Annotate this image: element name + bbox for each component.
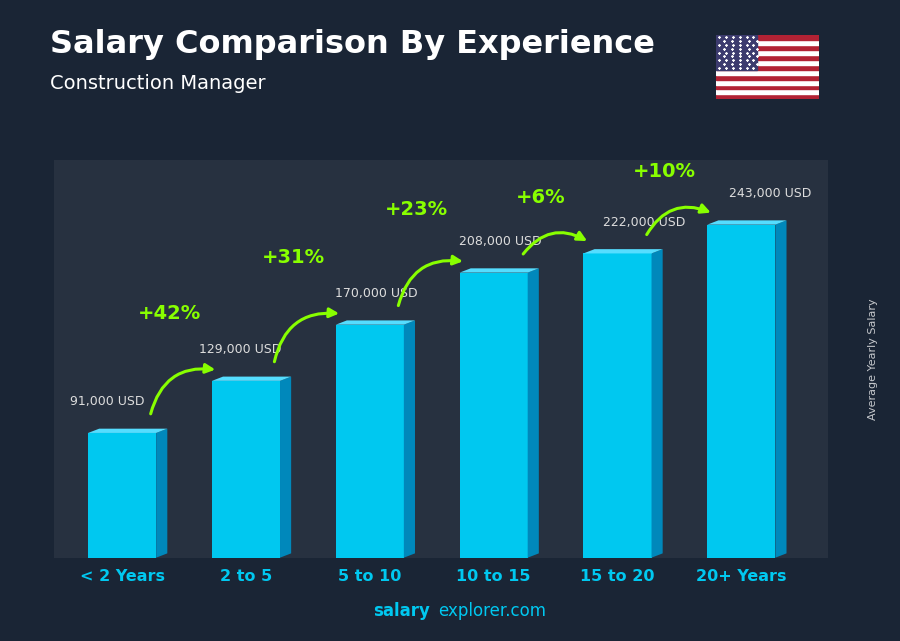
Polygon shape <box>280 377 292 558</box>
FancyArrowPatch shape <box>274 309 336 362</box>
Polygon shape <box>460 269 539 272</box>
Text: +31%: +31% <box>261 248 325 267</box>
FancyArrowPatch shape <box>150 365 212 414</box>
Polygon shape <box>88 429 167 433</box>
Bar <box>716 75 819 79</box>
Text: +6%: +6% <box>516 188 565 207</box>
Polygon shape <box>212 381 280 558</box>
FancyArrowPatch shape <box>523 232 584 254</box>
FancyArrowPatch shape <box>399 256 460 306</box>
Text: 170,000 USD: 170,000 USD <box>335 287 418 300</box>
Polygon shape <box>776 221 787 558</box>
Bar <box>716 35 819 40</box>
Bar <box>716 90 819 94</box>
Bar <box>716 35 757 70</box>
Text: Salary Comparison By Experience: Salary Comparison By Experience <box>50 29 654 60</box>
Bar <box>716 94 819 99</box>
Polygon shape <box>652 249 662 558</box>
Polygon shape <box>404 320 415 558</box>
Polygon shape <box>336 325 404 558</box>
Text: explorer.com: explorer.com <box>438 603 546 620</box>
Bar <box>716 85 819 90</box>
Polygon shape <box>157 429 167 558</box>
Polygon shape <box>460 272 527 558</box>
Text: 243,000 USD: 243,000 USD <box>729 187 811 200</box>
Text: Average Yearly Salary: Average Yearly Salary <box>868 298 878 420</box>
Bar <box>716 40 819 45</box>
Bar <box>716 65 819 70</box>
Polygon shape <box>707 221 787 224</box>
Polygon shape <box>336 320 415 325</box>
FancyArrowPatch shape <box>647 205 707 235</box>
Polygon shape <box>527 269 539 558</box>
Polygon shape <box>707 224 776 558</box>
Text: +10%: +10% <box>633 162 696 181</box>
Bar <box>716 50 819 55</box>
Polygon shape <box>583 249 662 253</box>
Text: Construction Manager: Construction Manager <box>50 74 266 93</box>
Polygon shape <box>212 377 292 381</box>
Text: +42%: +42% <box>138 304 201 323</box>
Text: 129,000 USD: 129,000 USD <box>199 343 282 356</box>
Text: 208,000 USD: 208,000 USD <box>459 235 542 248</box>
Polygon shape <box>583 253 652 558</box>
Bar <box>716 70 819 75</box>
Text: 91,000 USD: 91,000 USD <box>70 395 145 408</box>
Bar <box>716 79 819 85</box>
Text: +23%: +23% <box>385 200 448 219</box>
Polygon shape <box>88 433 157 558</box>
Bar <box>716 45 819 50</box>
Bar <box>716 55 819 60</box>
Text: 222,000 USD: 222,000 USD <box>603 216 685 229</box>
Bar <box>716 60 819 65</box>
Text: salary: salary <box>374 603 430 620</box>
